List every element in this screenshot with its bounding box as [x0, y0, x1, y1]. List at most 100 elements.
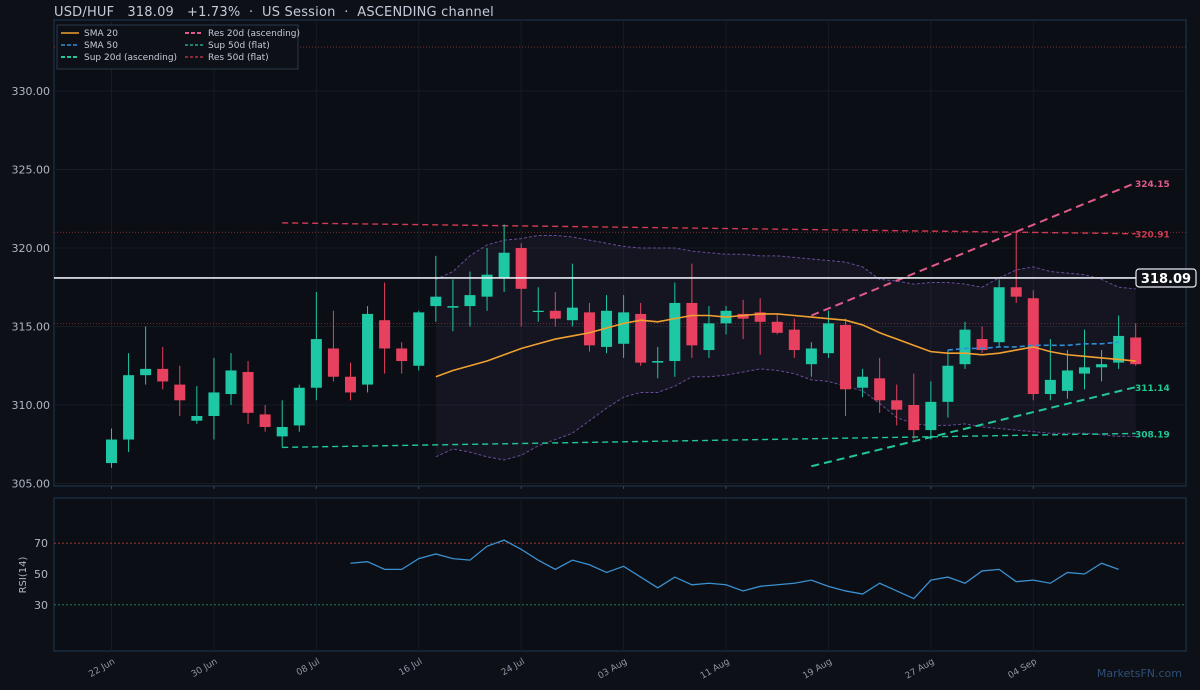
last-price-label: 318.09: [1141, 272, 1191, 287]
candle-body: [1044, 379, 1056, 395]
candle-body: [225, 370, 237, 395]
candle-body: [1078, 367, 1090, 374]
candle-body: [635, 313, 647, 363]
sup-20d-line: [811, 386, 1136, 468]
candle-body: [413, 312, 425, 366]
candle-body: [942, 365, 954, 402]
level-label-res20: 324.15: [1135, 180, 1170, 190]
candle-body: [908, 405, 920, 431]
rsi-panel: [53, 497, 1187, 652]
candle-body: [498, 252, 510, 278]
x-tick-label: 24 Jul: [500, 657, 527, 678]
candle-body: [857, 376, 869, 388]
candle-body: [430, 296, 442, 307]
bollinger-lower-line: [435, 368, 1136, 461]
candle-body: [515, 248, 527, 289]
candle-body: [788, 329, 800, 351]
x-tick-label: 03 Aug: [596, 657, 629, 682]
candle-body: [208, 392, 220, 416]
candle-body: [669, 302, 681, 362]
candle-body: [481, 274, 493, 297]
rsi-tick-label: 30: [34, 599, 48, 612]
legend-item: Res 50d (flat): [208, 53, 269, 63]
bollinger-band-fill: [435, 235, 1136, 460]
legend: SMA 20 SMA 50 Sup 20d (ascending) Res 20d (…: [56, 24, 300, 70]
candle-body: [532, 310, 544, 312]
candle-body: [310, 339, 322, 388]
chart-title: USD/HUF 318.09 +1.73% · US Session · ASC…: [54, 5, 494, 20]
x-tick-label: 11 Aug: [699, 657, 732, 682]
y-tick-label: 305.00: [12, 478, 51, 491]
candle-body: [1113, 335, 1125, 363]
candle-body: [123, 375, 135, 440]
x-tick-label: 08 Jul: [295, 657, 322, 678]
legend-item: SMA 50: [84, 41, 118, 51]
candle-body: [174, 384, 186, 401]
res-20d-line: [810, 181, 1137, 317]
rsi-axis-label: RSI(14): [18, 557, 29, 594]
y-tick-label: 325.00: [12, 164, 51, 177]
legend-box: [56, 24, 299, 70]
candle-body: [549, 310, 561, 319]
candle-body: [891, 400, 903, 410]
candle-body: [840, 324, 852, 390]
rsi-line: [350, 539, 1119, 600]
y-tick-label: 315.00: [12, 321, 51, 334]
candle-body: [157, 368, 169, 382]
rsi-tick-label: 50: [34, 568, 48, 581]
level-label-sup50: 308.19: [1135, 430, 1170, 440]
candle-body: [293, 387, 305, 426]
sma50-line: [947, 341, 1119, 351]
bollinger-upper-line: [435, 234, 1136, 290]
res-50d-line: [282, 222, 1136, 235]
candle-body: [976, 339, 988, 351]
candle-body: [140, 368, 152, 376]
rsi-tick-label: 70: [34, 537, 48, 550]
candle-body: [447, 306, 459, 308]
candle-body: [1130, 337, 1142, 365]
candle-body: [754, 312, 766, 322]
x-tick-label: 22 Jun: [87, 657, 117, 680]
candle-body: [805, 348, 817, 365]
legend-item: Sup 50d (flat): [208, 41, 270, 51]
candle-body: [106, 439, 117, 464]
candle-body: [242, 372, 254, 413]
candle-body: [276, 426, 288, 437]
level-label-sup20: 311.14: [1135, 384, 1170, 394]
level-label-res50: 320.91: [1135, 231, 1170, 241]
candle-body: [583, 312, 595, 346]
candle-body: [1096, 364, 1108, 368]
candle-body: [464, 295, 476, 307]
legend-item: SMA 20: [84, 29, 118, 39]
candle-body: [652, 361, 664, 363]
candle-body: [1061, 370, 1073, 391]
candle-body: [771, 321, 783, 333]
last-price-badge: [1135, 268, 1197, 288]
candle-body: [396, 348, 408, 362]
sma20-line: [435, 313, 1136, 378]
watermark: MarketsFN.com: [1096, 667, 1182, 680]
candle-body: [618, 312, 630, 344]
candle-body: [993, 287, 1005, 343]
x-tick-label: 30 Jun: [190, 657, 220, 680]
y-tick-label: 310.00: [12, 399, 51, 412]
x-tick-label: 16 Jul: [397, 657, 424, 678]
candle-body: [874, 378, 886, 401]
y-tick-label: 330.00: [12, 85, 51, 98]
candle-body: [822, 323, 834, 354]
candle-body: [959, 329, 971, 365]
candle-body: [925, 401, 937, 431]
sup-50d-line: [282, 432, 1136, 449]
candle-body: [703, 323, 715, 351]
candle-body: [259, 414, 271, 427]
candle-body: [344, 376, 356, 393]
candle-body: [327, 348, 339, 377]
candle-body: [362, 313, 374, 385]
x-tick-label: 04 Sep: [1007, 657, 1039, 681]
candle-body: [1010, 287, 1022, 297]
legend-item: Res 20d (ascending): [208, 29, 300, 39]
candle-body: [379, 320, 391, 349]
candle-body: [566, 307, 578, 321]
candle-body: [686, 302, 698, 346]
